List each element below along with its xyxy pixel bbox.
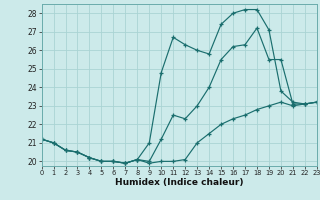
X-axis label: Humidex (Indice chaleur): Humidex (Indice chaleur)	[115, 178, 244, 187]
